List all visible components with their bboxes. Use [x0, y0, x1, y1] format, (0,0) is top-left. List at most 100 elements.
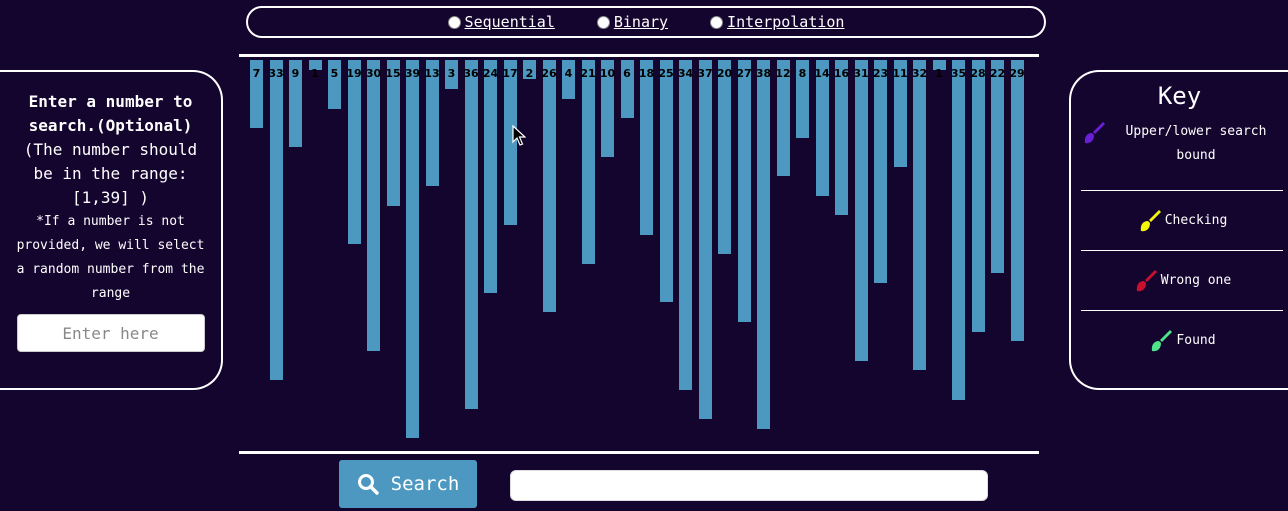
bar — [425, 60, 439, 186]
random-number-note: *If a number is not provided, we will se… — [16, 214, 205, 301]
bar-label: 31 — [853, 67, 869, 80]
bar-label: 38 — [755, 67, 772, 80]
key-item-checking: Checking — [1081, 190, 1283, 250]
bar — [718, 60, 731, 254]
bar-label: 24 — [482, 67, 499, 80]
bar — [1010, 60, 1024, 341]
radio-binary[interactable] — [596, 15, 610, 29]
chart-top-line — [239, 54, 1039, 57]
bar — [581, 60, 595, 264]
bar — [386, 60, 400, 206]
bar — [835, 60, 848, 215]
key-item-found: Found — [1081, 310, 1283, 370]
bar — [289, 60, 302, 147]
radio-interpolation[interactable] — [710, 15, 724, 29]
bar-label: 1 — [935, 67, 943, 80]
bar — [484, 60, 497, 293]
bar — [542, 60, 556, 312]
algo-option-binary[interactable]: Binary — [596, 13, 669, 31]
brush-icon — [1084, 122, 1105, 144]
bar — [620, 60, 634, 118]
mouse-cursor-icon — [512, 125, 526, 146]
bar — [601, 60, 614, 157]
bar — [250, 60, 263, 128]
bar-label: 9 — [291, 67, 300, 80]
bar-label: 16 — [833, 67, 850, 80]
brush-icon — [1152, 329, 1173, 351]
algo-option-interpolation[interactable]: Interpolation — [710, 13, 844, 31]
bar-label: 4 — [564, 67, 573, 80]
bar — [445, 60, 458, 89]
algo-option-sequential[interactable]: Sequential — [447, 13, 555, 31]
key-label-found: Found — [1176, 332, 1216, 348]
bar — [893, 60, 907, 167]
bar — [328, 60, 341, 109]
key-label-checking: Checking — [1164, 212, 1228, 228]
bar — [503, 60, 517, 225]
bar — [679, 60, 692, 390]
bar — [659, 60, 673, 302]
number-input[interactable] — [16, 314, 205, 352]
radio-sequential[interactable] — [447, 15, 461, 29]
bar — [854, 60, 868, 361]
bar — [698, 60, 712, 419]
key-panel: Key Upper/lower search bound Checking Wr… — [1069, 70, 1288, 390]
bar-label: 14 — [814, 67, 830, 80]
bar-label: 1 — [311, 67, 319, 80]
bar-label: 26 — [541, 67, 557, 80]
bar-label: 19 — [346, 67, 362, 80]
bar-label: 2 — [525, 67, 534, 80]
bar — [347, 60, 361, 244]
bar — [952, 60, 965, 400]
bar — [269, 60, 283, 380]
bar-label: 37 — [697, 67, 713, 80]
algorithm-selector: Sequential Binary Interpolation — [246, 6, 1046, 38]
bar — [367, 60, 380, 351]
bar — [757, 60, 770, 429]
bar — [874, 60, 887, 283]
bar-label: 8 — [798, 67, 807, 80]
bar-label: 18 — [638, 67, 655, 80]
bar-label: 22 — [989, 67, 1006, 80]
bar-label: 5 — [330, 67, 339, 80]
bar — [737, 60, 751, 322]
bar — [562, 60, 575, 99]
search-button-label: Search — [390, 473, 460, 495]
key-title: Key — [1157, 82, 1202, 110]
bar-label: 33 — [268, 67, 284, 80]
bar — [913, 60, 926, 370]
brush-icon — [1136, 269, 1157, 291]
brush-icon — [1140, 209, 1161, 231]
bar — [796, 60, 809, 138]
bar — [523, 60, 536, 79]
algo-label-sequential[interactable]: Sequential — [464, 13, 555, 31]
bar-label: 21 — [580, 67, 596, 80]
bar-label: 35 — [950, 67, 967, 80]
search-panel-title: Enter a number to search.(Optional) — [28, 92, 193, 135]
bar — [776, 60, 790, 176]
bar-label: 36 — [463, 67, 479, 80]
key-item-wrong: Wrong one — [1081, 250, 1283, 310]
bar-label: 12 — [775, 67, 791, 80]
search-icon — [357, 474, 379, 495]
bar-label: 3 — [447, 67, 456, 80]
bar-label: 11 — [892, 67, 908, 80]
bar-label: 29 — [1009, 67, 1025, 80]
bar-label: 30 — [365, 67, 382, 80]
bar-label: 10 — [599, 67, 616, 80]
key-item-bound: Upper/lower search bound — [1081, 116, 1283, 190]
algo-label-binary[interactable]: Binary — [613, 13, 669, 31]
bar — [640, 60, 653, 235]
bar-label: 23 — [872, 67, 889, 80]
bar — [464, 60, 478, 409]
bar-label: 17 — [502, 67, 518, 80]
status-field[interactable] — [510, 470, 988, 501]
algo-label-interpolation[interactable]: Interpolation — [727, 13, 845, 31]
bar-label: 32 — [911, 67, 928, 80]
bar — [406, 60, 419, 438]
bar-label: 6 — [623, 67, 631, 80]
bar-label: 25 — [658, 67, 674, 80]
search-input-panel: Enter a number to search.(Optional) (The… — [0, 70, 223, 390]
bar-label: 7 — [252, 67, 261, 80]
search-button[interactable]: Search — [339, 460, 477, 508]
